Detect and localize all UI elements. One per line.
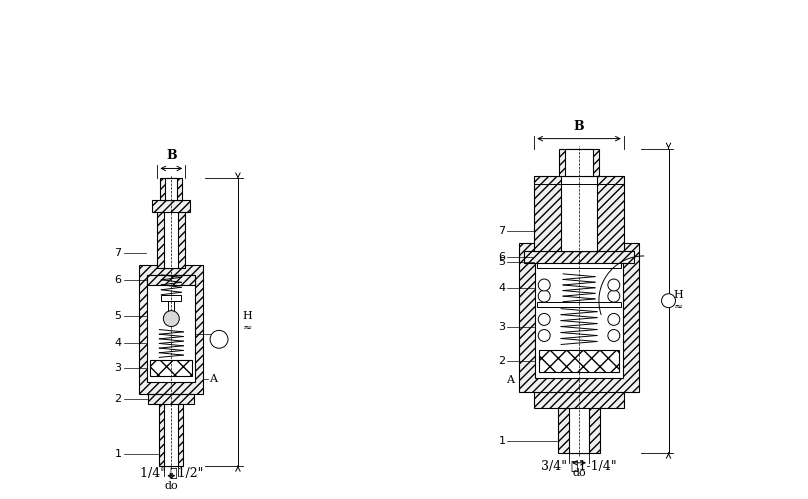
Text: H
≈: H ≈ (243, 311, 253, 333)
Bar (537, 256, 621, 262)
Circle shape (163, 311, 179, 326)
Text: 6: 6 (115, 275, 121, 285)
Text: 7: 7 (115, 248, 121, 258)
Text: do: do (165, 481, 178, 491)
Bar (164, 203, 179, 268)
Circle shape (538, 329, 550, 341)
Bar (162, 295, 181, 301)
Circle shape (608, 279, 620, 291)
Bar (147, 275, 196, 382)
Bar (168, 301, 175, 311)
Circle shape (608, 329, 620, 341)
Bar (160, 179, 183, 200)
Circle shape (662, 294, 675, 308)
Bar (537, 302, 621, 307)
Text: 3: 3 (499, 321, 506, 331)
Text: do: do (572, 468, 586, 478)
Circle shape (210, 330, 228, 348)
Text: 1/4" ～1/2": 1/4" ～1/2" (140, 467, 203, 480)
Circle shape (538, 290, 550, 302)
Bar (153, 200, 190, 212)
Text: 付: 付 (217, 335, 221, 343)
Bar (559, 149, 599, 177)
Circle shape (538, 313, 550, 325)
Text: 5: 5 (499, 257, 506, 267)
Bar (166, 179, 177, 200)
Bar (561, 172, 597, 251)
Text: B: B (166, 150, 177, 163)
Text: 3: 3 (115, 363, 121, 373)
Text: 3/4" ～1-1/4": 3/4" ～1-1/4" (541, 460, 617, 473)
Bar (558, 403, 600, 453)
Bar (154, 392, 188, 400)
Bar (565, 149, 593, 177)
Bar (159, 396, 183, 466)
Bar (534, 390, 624, 408)
Text: 4: 4 (499, 283, 506, 293)
Circle shape (538, 279, 550, 291)
Bar (520, 243, 638, 392)
Bar (537, 262, 621, 268)
Bar (147, 275, 196, 285)
Text: 5: 5 (115, 311, 121, 321)
Bar (140, 265, 203, 394)
Bar (164, 391, 179, 466)
Text: A: A (209, 374, 217, 384)
Bar (539, 350, 619, 372)
Text: B: B (574, 120, 584, 133)
Bar (149, 394, 194, 404)
Bar (158, 208, 185, 268)
Text: 7: 7 (499, 226, 506, 236)
Text: 2: 2 (115, 394, 121, 404)
Bar (569, 393, 589, 453)
Bar (524, 251, 633, 263)
Text: 1: 1 (499, 436, 506, 446)
Text: 1: 1 (115, 449, 121, 459)
Text: 4: 4 (115, 338, 121, 348)
Circle shape (608, 313, 620, 325)
Bar (534, 177, 624, 251)
Circle shape (608, 290, 620, 302)
Text: A: A (507, 375, 515, 385)
Text: H
≈: H ≈ (674, 290, 684, 311)
Bar (535, 254, 623, 378)
Bar (150, 360, 192, 376)
Text: 2: 2 (499, 356, 506, 366)
Text: 6: 6 (499, 252, 506, 262)
